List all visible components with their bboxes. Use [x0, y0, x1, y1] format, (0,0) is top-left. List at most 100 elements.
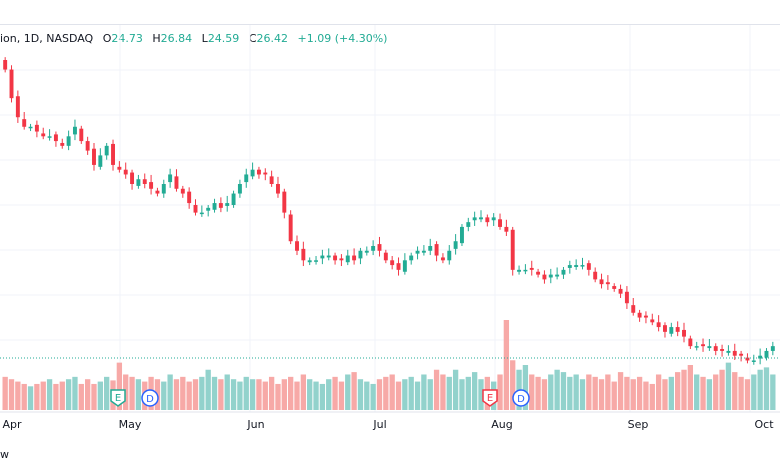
candle-12: [79, 125, 84, 144]
volume-bar-28: [180, 376, 186, 410]
candle-0: [3, 57, 8, 73]
candle-body: [47, 136, 52, 138]
candle-body: [3, 60, 8, 70]
candle-109: [694, 341, 699, 351]
candle-body: [79, 128, 84, 142]
candle-body: [472, 217, 477, 221]
candle-body: [123, 169, 128, 175]
volume-bar-7: [46, 379, 53, 410]
candle-body: [498, 219, 502, 227]
candle-19: [123, 162, 128, 179]
candle-body: [663, 325, 667, 332]
candle-body: [225, 203, 230, 206]
candle-body: [256, 169, 261, 175]
candle-body: [28, 126, 33, 129]
dividend-marker-1[interactable]: D: [141, 389, 159, 407]
candle-88: [561, 266, 566, 279]
candle-118: [751, 354, 756, 365]
volume-bar-51: [326, 379, 332, 410]
volume-bar-105: [668, 376, 674, 410]
candle-body: [485, 217, 490, 223]
candle-48: [307, 257, 312, 266]
candle-14: [92, 142, 96, 171]
candle-body: [276, 184, 280, 194]
high-value: 26.84: [160, 32, 193, 45]
candle-body: [459, 226, 464, 244]
symbol-label: ion, 1D, NASDAQ: [0, 32, 94, 45]
candle-body: [72, 126, 77, 135]
volume-bar-78: [497, 374, 503, 410]
candle-body: [396, 263, 401, 270]
volume-bar-18: [116, 362, 123, 410]
candle-body: [675, 327, 680, 332]
candle-body: [174, 176, 179, 189]
candle-29: [187, 187, 192, 209]
candle-body: [85, 141, 90, 151]
volume-bar-91: [579, 379, 586, 410]
candle-84: [536, 268, 541, 278]
volume-bar-69: [440, 374, 446, 410]
candle-106: [675, 321, 680, 337]
candle-body: [371, 246, 376, 251]
volume-bar-73: [465, 376, 471, 410]
candle-42: [269, 170, 274, 187]
volume-bar-49: [313, 381, 319, 410]
dividend-marker-3[interactable]: D: [512, 389, 530, 407]
candle-body: [713, 346, 718, 351]
candle-body: [491, 217, 496, 221]
volume-bar-102: [649, 383, 655, 410]
candle-body: [301, 248, 306, 261]
candle-66: [421, 245, 426, 256]
candle-4: [28, 123, 33, 132]
earnings-marker-0[interactable]: E: [110, 389, 126, 407]
candle-94: [599, 273, 604, 289]
candle-55: [352, 248, 357, 265]
volume-bar-63: [402, 379, 408, 410]
candle-body: [199, 212, 204, 215]
candle-body: [415, 250, 420, 254]
volume-bar-116: [738, 376, 744, 410]
earnings-marker-2[interactable]: E: [482, 389, 498, 407]
candle-body: [237, 184, 242, 194]
open-value: 24.73: [111, 32, 143, 45]
candle-86: [548, 268, 553, 284]
volume-bar-82: [522, 365, 529, 410]
volume-bar-97: [617, 372, 624, 410]
volume-bar-101: [643, 381, 649, 410]
candle-114: [726, 345, 731, 356]
volume-bar-16: [104, 376, 110, 410]
volume-bar-21: [135, 379, 142, 410]
volume-bar-12: [78, 383, 84, 410]
volume-bar-89: [567, 376, 573, 410]
volume-bar-45: [287, 376, 294, 410]
candle-body: [231, 193, 236, 205]
candles: [3, 57, 775, 365]
volume-bar-79: [503, 320, 510, 410]
candle-body: [104, 145, 109, 156]
volume-bar-61: [389, 374, 395, 410]
volume-bar-15: [97, 381, 104, 410]
candle-body: [212, 203, 217, 210]
open-label: O: [102, 32, 112, 45]
volume-bar-34: [218, 379, 224, 410]
volume-bar-25: [161, 381, 167, 410]
candle-body: [536, 271, 541, 275]
candle-body: [421, 250, 426, 253]
candle-61: [390, 256, 395, 270]
candle-body: [377, 244, 382, 251]
candle-93: [593, 267, 598, 283]
candle-body: [187, 191, 192, 204]
volume-bar-11: [72, 376, 78, 410]
candle-body: [479, 217, 483, 220]
volume-bar-70: [446, 376, 452, 410]
volume-bar-1: [8, 379, 15, 410]
candle-body: [358, 250, 363, 259]
top-toolbar-strip: [0, 0, 780, 25]
candle-36: [231, 190, 236, 208]
candle-body: [466, 222, 471, 227]
volume-bar-99: [630, 379, 636, 410]
volume-bar-68: [433, 369, 440, 410]
candle-body: [447, 250, 452, 261]
candle-30: [193, 199, 198, 216]
